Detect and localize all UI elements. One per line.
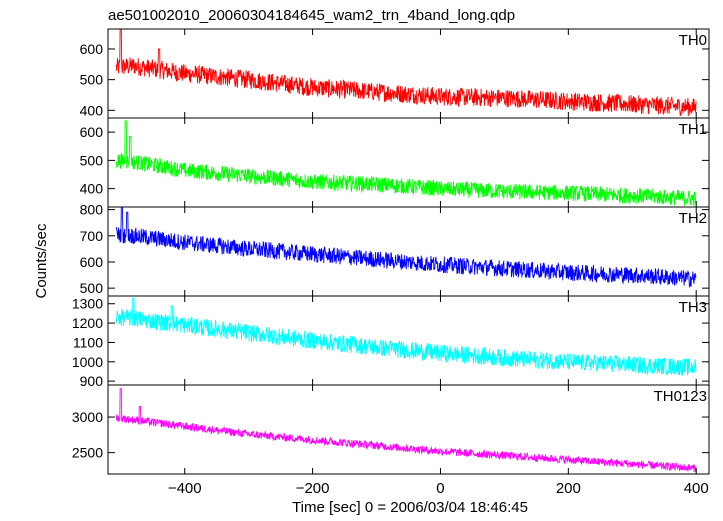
- x-tick-label: 0: [436, 480, 444, 497]
- x-tick-label: −200: [296, 480, 330, 497]
- y-tick-label: 500: [80, 280, 104, 296]
- y-tick-label: 600: [80, 41, 104, 57]
- panel-th0: 400 500 600 TH0: [80, 28, 710, 119]
- panel-label: TH0: [679, 32, 707, 49]
- y-tick-label: 600: [80, 124, 104, 140]
- panels: 400 500 600 TH0 400 500 600 TH1 500 600 700 800 TH2 9…: [72, 28, 710, 497]
- panel-label: TH3: [679, 299, 707, 316]
- panel-frame: [107, 384, 710, 475]
- panel-th2: 500 600 700 800 TH2: [80, 202, 710, 297]
- panel-label: TH0123: [654, 388, 707, 405]
- panel-label: TH2: [679, 210, 707, 227]
- y-tick-label: 700: [80, 228, 104, 244]
- y-tick-label: 800: [80, 202, 104, 218]
- y-tick-label: 1200: [72, 315, 103, 331]
- panel-th1: 400 500 600 TH1: [80, 117, 710, 208]
- x-axis-label: Time [sec] 0 = 2006/03/04 18:46:45: [292, 499, 528, 516]
- y-tick-label: 1100: [73, 334, 103, 350]
- y-tick-label: 3000: [72, 409, 103, 425]
- x-tick-label: 400: [684, 480, 709, 497]
- y-tick-label: 400: [80, 102, 104, 118]
- panel-th3: 900 1000 1100 1200 1300 TH3: [72, 295, 710, 389]
- panel-th0123: 2500 3000 TH0123: [72, 384, 710, 475]
- y-tick-label: 2500: [72, 445, 103, 461]
- y-tick-label: 500: [80, 72, 104, 88]
- y-tick-label: 600: [80, 254, 104, 270]
- series-line-th2: [115, 207, 697, 289]
- y-axis-label: Counts/sec: [33, 223, 50, 299]
- panel-frame: [107, 295, 710, 386]
- series-line-th3: [115, 297, 697, 376]
- series-line-th0: [115, 29, 697, 117]
- y-tick-label: 900: [80, 373, 104, 389]
- y-tick-label: 400: [80, 181, 104, 197]
- y-tick-label: 500: [80, 152, 104, 168]
- y-tick-label: 1300: [72, 296, 103, 312]
- panel-frame: [107, 206, 710, 297]
- panel-label: TH1: [679, 121, 707, 138]
- chart-title: ae501002010_20060304184645_wam2_trn_4ban…: [108, 7, 515, 24]
- x-tick-label: 200: [556, 480, 581, 497]
- series-line-th0123: [115, 388, 697, 473]
- series-line-th1: [115, 120, 697, 206]
- x-tick-label: −400: [168, 480, 202, 497]
- y-tick-label: 1000: [72, 354, 103, 370]
